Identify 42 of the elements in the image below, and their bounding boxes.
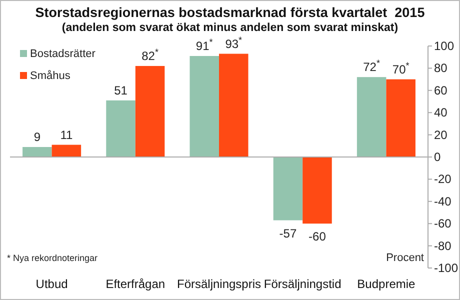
x-tick-label: Utbud [36,277,68,291]
y-tick-label: 80 [434,61,448,76]
bar [106,100,136,157]
chart-title: Storstadsregionernas bostadsmarknad första kvartalet 2015 [35,5,426,20]
y-tick-label: 0 [434,150,441,164]
x-tick-label: Budpremie [357,277,416,291]
data-label: 51 [114,83,128,98]
y-tick-label: -100 [434,261,458,275]
data-label: -57 [279,226,297,240]
y-tick-label: 60 [434,83,448,98]
x-tick-label: Försäljningspris [176,277,262,291]
data-label: 91$^{*}$ [196,36,214,53]
data-label: 82$^{*}$ [142,46,159,63]
legend-label: Småhus [30,70,71,82]
bar [356,77,386,157]
data-label: 72$^{*}$ [363,58,380,74]
bar [302,157,332,224]
bar [135,66,165,157]
bar [219,54,248,157]
bar [386,79,416,157]
y-tick-label: -60 [434,216,452,231]
bar [273,157,303,220]
y-axis-title: Procent [386,252,424,264]
bar [190,56,219,157]
y-tick-label: 40 [434,106,448,120]
y-tick-label: 100 [434,39,454,53]
x-tick-label: Efterfrågan [106,277,166,291]
y-tick-label: -20 [434,172,452,186]
annotation: * Nya rekordnoteringar [7,253,98,263]
bar [22,147,52,157]
data-label: 11 [60,128,73,142]
legend-label: Bostadsrätter [30,48,96,60]
data-label: 93$^{*}$ [225,34,243,51]
data-label: -60 [308,230,326,244]
y-tick-label: -40 [434,194,452,208]
x-tick-label: Försäljningstid [264,277,342,291]
data-label: 9 [34,130,41,144]
data-label: 70$^{*}$ [392,60,410,76]
y-tick-label: 20 [434,128,448,142]
bar [52,144,82,157]
chart-subtitle: (andelen som svarat ökat minus andelen som svarat minskat) [62,22,398,34]
y-tick-label: -80 [434,238,452,253]
